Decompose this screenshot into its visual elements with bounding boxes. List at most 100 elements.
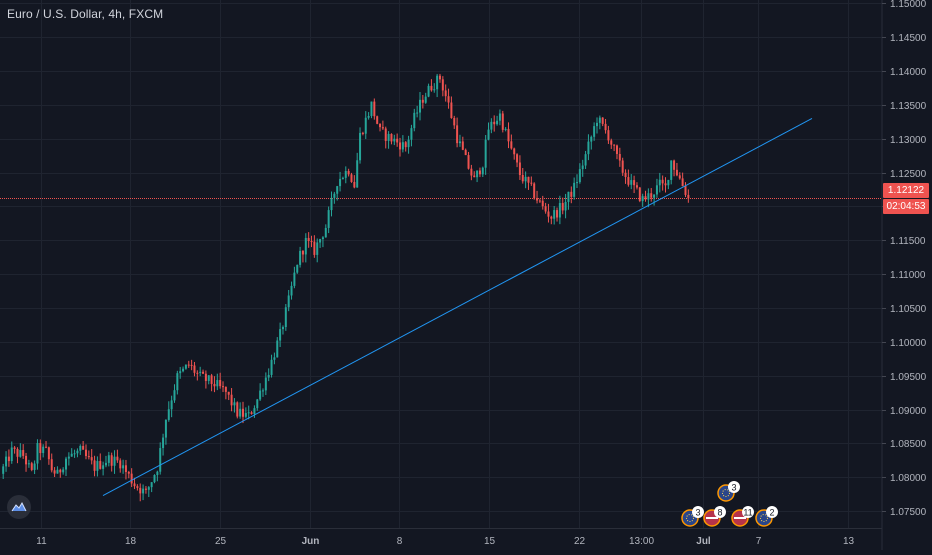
candle-body: [199, 371, 202, 373]
candle-body: [384, 128, 387, 141]
candle-body: [493, 121, 496, 125]
candle-body: [381, 127, 384, 129]
candle-body: [204, 373, 207, 381]
candle-body: [673, 160, 676, 170]
candle-body: [153, 475, 156, 483]
last-price-label: 1.12122: [883, 183, 929, 198]
candle-body: [601, 117, 604, 124]
candles: [2, 73, 690, 502]
y-tick-label: 1.12500: [890, 169, 927, 180]
candle-body: [116, 456, 119, 461]
candle-body: [590, 136, 593, 142]
candle-body: [284, 307, 287, 328]
candle-body: [90, 457, 93, 461]
candle-body: [547, 211, 550, 217]
event-count-badge: [714, 506, 726, 518]
candle-body: [296, 264, 299, 273]
candle-body: [418, 99, 421, 113]
candle-body: [498, 113, 501, 121]
candle-body: [513, 148, 516, 155]
candle-body: [113, 456, 116, 466]
y-tick-label: 1.11000: [890, 270, 926, 281]
candle-body: [16, 448, 19, 457]
candle-body: [333, 193, 336, 198]
candle-body: [202, 371, 205, 374]
candle-body: [424, 96, 427, 103]
candle-body: [196, 372, 199, 374]
candle-body: [610, 140, 613, 145]
candle-body: [553, 210, 556, 219]
event-count-badge: [766, 506, 778, 518]
event-marker[interactable]: 3: [681, 506, 704, 527]
candle-body: [102, 465, 105, 469]
candle-body: [256, 399, 259, 409]
candle-body: [5, 456, 8, 467]
candle-body: [635, 185, 638, 188]
candle-body: [464, 149, 467, 156]
candle-body: [147, 487, 150, 490]
candle-body: [527, 176, 530, 183]
candle-body: [470, 168, 473, 176]
tradingview-logo[interactable]: [7, 495, 31, 519]
flag-stars: [760, 514, 768, 522]
candle-body: [182, 368, 185, 372]
event-marker[interactable]: 11: [731, 506, 754, 527]
candle-body: [401, 142, 404, 150]
candle-body: [304, 237, 307, 255]
candle-body: [7, 456, 10, 462]
candle-body: [607, 130, 610, 141]
candle-body: [184, 364, 187, 369]
candle-body: [10, 447, 13, 462]
candle-body: [122, 465, 125, 469]
x-tick-label: 15: [484, 536, 496, 547]
candle-body: [93, 460, 96, 471]
candle-body: [264, 377, 267, 391]
event-marker[interactable]: 3: [717, 481, 740, 502]
candle-body: [376, 116, 379, 124]
candle-body: [127, 471, 130, 474]
candle-body: [99, 461, 102, 469]
candle-body: [110, 455, 113, 466]
candle-body: [638, 187, 641, 202]
candle-body: [598, 117, 601, 123]
candle-body: [650, 193, 653, 198]
chart-title: Euro / U.S. Dollar, 4h, FXCM: [7, 7, 164, 21]
candle-body: [347, 171, 350, 175]
candle-body: [467, 155, 470, 169]
candle-body: [681, 178, 684, 187]
candle-body: [476, 170, 479, 178]
x-tick-label: 13:00: [629, 536, 654, 547]
candle-body: [413, 112, 416, 129]
candle-body: [133, 483, 136, 487]
candle-body: [142, 488, 145, 494]
candle-body: [293, 272, 296, 286]
candle-body: [170, 400, 173, 410]
candle-body: [164, 419, 167, 438]
candle-body: [573, 182, 576, 197]
event-marker[interactable]: 8: [703, 506, 726, 527]
candle-body: [2, 466, 5, 474]
candle-body: [65, 458, 68, 470]
candle-body: [179, 371, 182, 374]
event-marker[interactable]: 2: [755, 506, 778, 527]
candle-body: [430, 85, 433, 91]
candle-body: [79, 445, 82, 451]
candle-body: [244, 413, 247, 417]
candle-body: [387, 133, 390, 141]
candle-body: [456, 125, 459, 144]
candle-body: [615, 145, 618, 154]
candle-body: [299, 250, 302, 265]
candle-body: [25, 455, 28, 465]
trendline-layer[interactable]: [102, 118, 813, 496]
candle-body: [45, 446, 48, 448]
trendline[interactable]: [102, 118, 813, 496]
candle-body: [653, 194, 656, 198]
y-tick-label: 1.13500: [890, 101, 927, 112]
candle-body: [250, 412, 253, 415]
event-markers[interactable]: 3 8 11 2 3: [681, 481, 778, 527]
candle-body: [678, 175, 681, 179]
x-tick-label: 11: [36, 536, 47, 547]
candle-body: [344, 171, 347, 178]
